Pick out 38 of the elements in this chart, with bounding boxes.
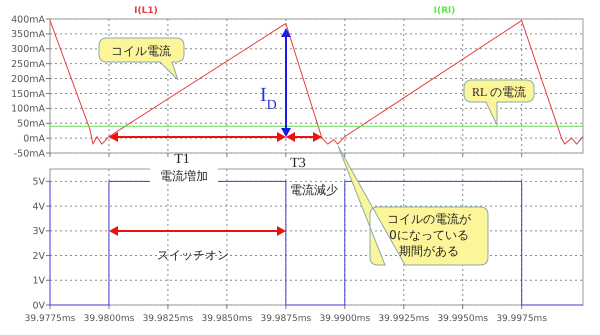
y-tick-label: 400mA	[11, 14, 46, 26]
annotation: 電流減少	[290, 183, 338, 197]
x-tick-label: 39.9925ms	[378, 314, 430, 324]
annotation: I$_{D}$	[260, 84, 277, 112]
y-tick-label: 4V	[32, 201, 46, 212]
text: I(Rl)	[434, 6, 456, 16]
annotation: 電流増加	[160, 169, 208, 183]
x-tick-label: 39.9800ms	[84, 314, 135, 324]
y-tick-label: 3V	[32, 226, 46, 238]
annotation: T1	[174, 152, 190, 167]
x-tick-label: 39.9875ms	[260, 314, 312, 324]
x-tick-label: 39.9950ms	[437, 314, 488, 324]
y-tick-label: 300mA	[11, 44, 46, 56]
x-tick-label: 39.9825ms	[142, 314, 194, 324]
x-tick-label: 39.9850ms	[202, 314, 253, 324]
y-tick-label: -50mA	[14, 148, 46, 160]
text: I(L1)	[134, 6, 158, 16]
annotation: RL の電流	[472, 85, 526, 99]
y-tick-label: 100mA	[11, 104, 46, 115]
y-tick-label: 50mA	[17, 118, 46, 130]
y-tick-label: 250mA	[11, 58, 46, 70]
annotation: T3	[290, 156, 306, 171]
y-tick-label: 150mA	[11, 88, 46, 100]
annotation: コイルの電流が	[387, 212, 472, 226]
x-tick-label: 39.9900ms	[319, 314, 370, 324]
y-tick-label: 0V	[32, 300, 46, 312]
x-tick-label: 39.9975ms	[496, 314, 548, 324]
x-tick-label: 39.9775ms	[24, 314, 76, 324]
y-tick-label: 1V	[32, 276, 46, 287]
annotation: 0になっている	[389, 228, 469, 242]
y-tick-label: 350mA	[11, 29, 46, 40]
y-tick-label: 2V	[32, 250, 46, 262]
annotation: 期間がある	[399, 244, 459, 258]
annotation: スイッチオン	[157, 248, 229, 262]
y-tick-label: 0mA	[23, 133, 46, 144]
annotation: コイル電流	[111, 44, 171, 58]
y-tick-label: 5V	[32, 176, 46, 188]
y-tick-label: 200mA	[11, 74, 46, 85]
